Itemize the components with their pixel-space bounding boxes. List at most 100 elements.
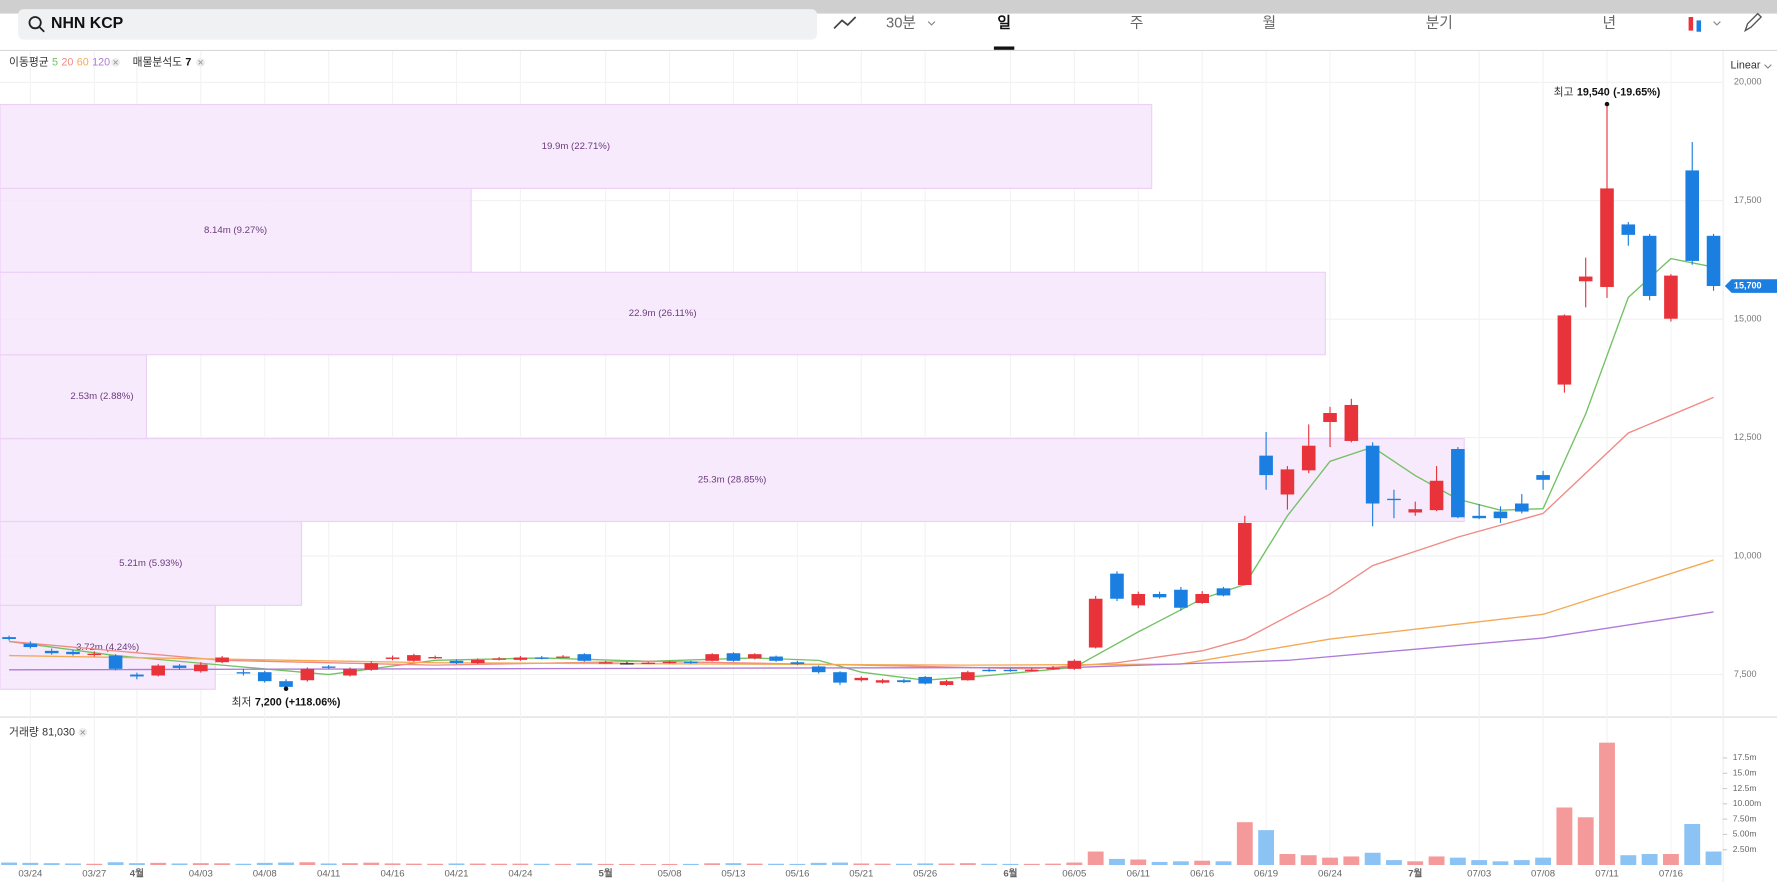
volume-bar: [1449, 857, 1466, 865]
selected-underline: [993, 46, 1015, 50]
candle-body: [1216, 588, 1231, 596]
y-tick-label: 17,500: [1734, 195, 1762, 205]
x-tick-label: 05/16: [785, 869, 809, 880]
interval-tab[interactable]: 월: [1263, 15, 1277, 32]
volume-bar: [1684, 824, 1701, 865]
chart-type-icon[interactable]: [1688, 17, 1694, 31]
volume-bar: [1300, 855, 1317, 865]
volume-bar: [959, 863, 976, 865]
volume-bar: [43, 863, 60, 865]
candle-body: [662, 661, 677, 664]
ma-legend-entry[interactable]: 20: [61, 56, 73, 68]
candle-body: [811, 666, 826, 673]
volume-bar: [1428, 856, 1445, 865]
volume-bar: [619, 863, 635, 865]
x-tick-label: 07/03: [1467, 869, 1491, 880]
interval-tab[interactable]: 년: [1603, 15, 1617, 32]
candle-body: [343, 668, 357, 676]
candle-body: [1280, 469, 1295, 495]
candle-body: [1131, 594, 1146, 606]
close-icon: [113, 59, 118, 65]
pencil-icon[interactable]: [1744, 12, 1763, 33]
y-tick-label: 20,000: [1734, 77, 1762, 87]
candle-body: [279, 681, 293, 687]
profile-band: [0, 103, 1153, 189]
profile-label: 22.9m (26.11%): [629, 308, 697, 319]
candle-body: [44, 650, 59, 654]
profile-label: 25.3m (28.85%): [698, 475, 766, 486]
profile-band: [0, 520, 303, 606]
interval-tab[interactable]: 30분: [886, 16, 916, 32]
candle-body: [897, 680, 911, 683]
volume-bar: [640, 864, 657, 865]
volume-bar: [171, 863, 188, 865]
volume-bar: [1194, 860, 1211, 865]
candle-body: [407, 655, 421, 661]
volume-bar: [1002, 863, 1019, 865]
volume-bar: [832, 862, 848, 865]
candle-body: [875, 680, 890, 683]
volume-bar: [1322, 857, 1338, 865]
candle-body: [790, 662, 805, 665]
volume-bar: [810, 862, 827, 865]
volume-bar: [22, 862, 39, 865]
candle-body: [236, 672, 251, 674]
volume-last: 81,030: [42, 726, 75, 738]
volume-bar: [1620, 855, 1637, 865]
candle-body: [982, 669, 996, 672]
candle-body: [620, 663, 634, 665]
chevron: [927, 21, 936, 26]
candle-body: [534, 657, 549, 659]
candle-body: [1088, 598, 1103, 648]
candle-body: [2, 637, 16, 640]
annotation-prefix: 최고: [1554, 87, 1574, 99]
volume-bar: [1705, 851, 1722, 865]
candle-body: [833, 672, 847, 683]
volume-bar: [128, 863, 145, 865]
candle-body: [1685, 170, 1700, 261]
moving-average-line: [8, 257, 1714, 681]
search-icon: [39, 26, 45, 33]
volume-bar: [1045, 863, 1061, 865]
chart-type-icon[interactable]: [1696, 20, 1702, 32]
candle-body: [918, 676, 933, 684]
volume-tick-label: 7.50m: [1733, 813, 1757, 823]
annotation-value: 19,540: [1577, 87, 1610, 99]
volume-bar: [427, 863, 444, 865]
x-tick-label: 5월: [599, 868, 613, 880]
candle-body: [364, 663, 379, 670]
indicator-icon[interactable]: [833, 16, 857, 29]
scale-mode[interactable]: Linear: [1731, 60, 1761, 72]
interval-tab[interactable]: 주: [1130, 16, 1144, 32]
profile-legend-title: 매물분석도: [133, 56, 183, 68]
x-tick-label: 05/26: [913, 869, 937, 880]
search-icon: [28, 16, 42, 30]
volume-bar: [1, 862, 17, 865]
candle-body: [66, 651, 80, 655]
x-tick-label: 06/24: [1318, 869, 1343, 880]
volume-bar: [512, 863, 529, 865]
ma-legend-entry[interactable]: 5: [52, 56, 58, 68]
candle-body: [1024, 669, 1039, 672]
candle-body: [598, 662, 613, 664]
candle-body: [961, 672, 975, 681]
candle-body: [87, 653, 102, 656]
x-tick-label: 04/16: [381, 869, 405, 880]
interval-tab[interactable]: 분기: [1426, 15, 1453, 32]
interval-tab[interactable]: 일: [997, 15, 1011, 32]
ma-legend-entry[interactable]: 120: [92, 56, 110, 68]
extreme-marker: [1604, 101, 1610, 107]
volume-bar: [1087, 851, 1104, 865]
candle-body: [1408, 509, 1423, 513]
search-text[interactable]: NHN KCP: [51, 15, 124, 32]
search-box[interactable]: [18, 9, 818, 40]
candle-body: [513, 657, 528, 660]
volume-bar: [192, 863, 209, 865]
last-price-label: 15,700: [1734, 280, 1762, 290]
moving-average-line: [9, 396, 1714, 670]
volume-bar: [555, 863, 571, 865]
candle-body: [1536, 475, 1550, 480]
candle-body: [385, 657, 400, 659]
volume-bar: [768, 863, 785, 865]
ma-legend-entry[interactable]: 60: [77, 56, 89, 68]
